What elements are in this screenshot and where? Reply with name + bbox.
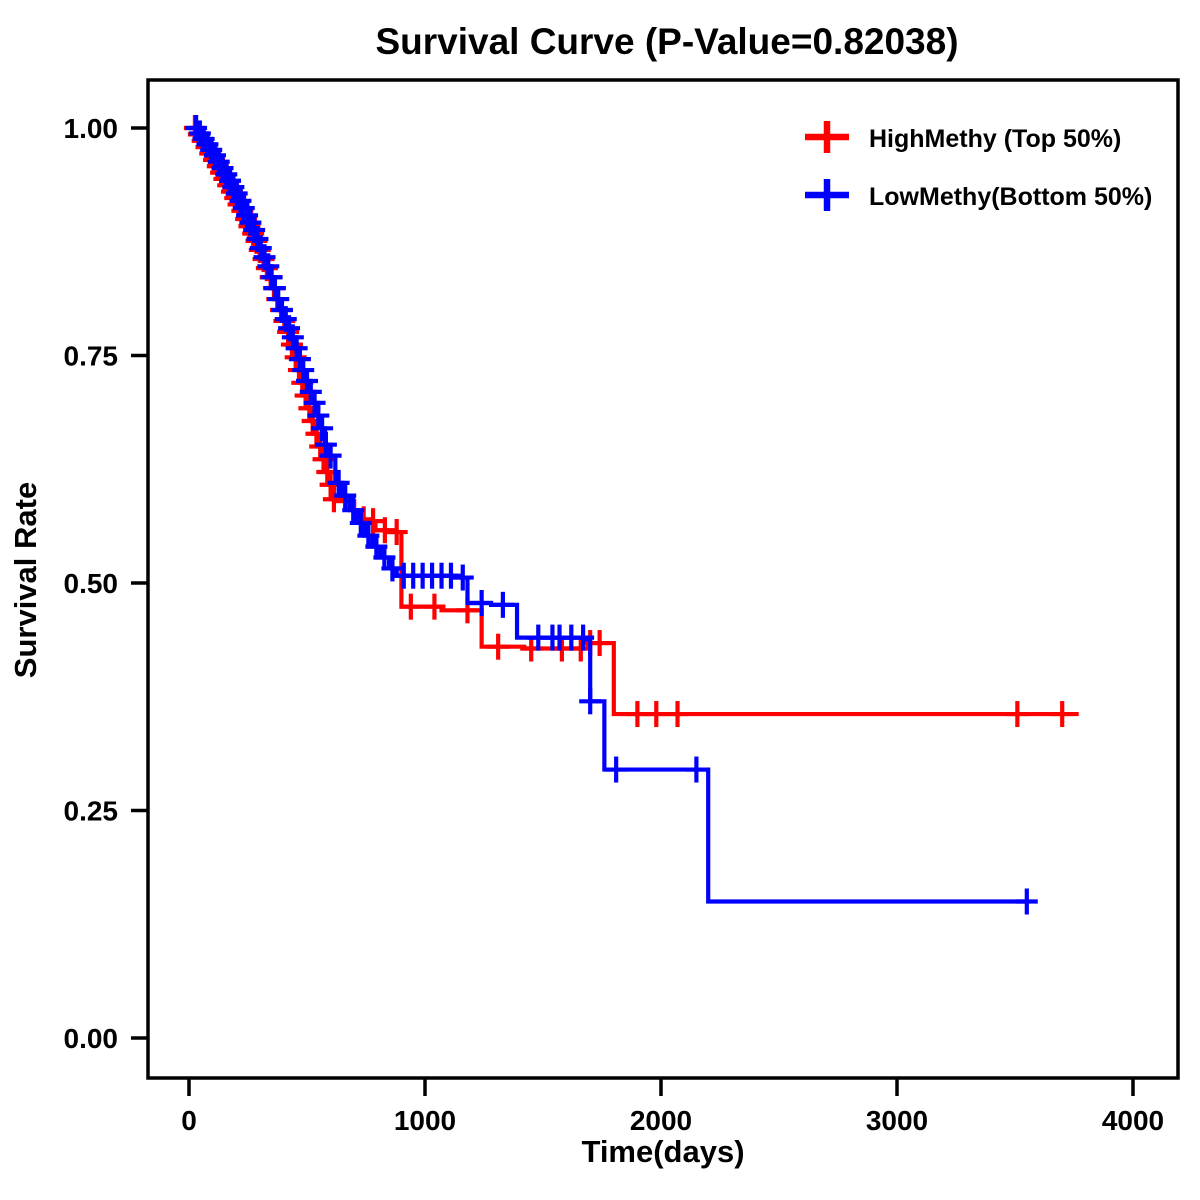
legend-label: HighMethy (Top 50%) <box>869 125 1121 153</box>
y-axis-tick-label: 1.00 <box>64 113 119 144</box>
x-axis-tick-label: 2000 <box>630 1105 692 1136</box>
x-axis-tick-label: 4000 <box>1102 1105 1164 1136</box>
chart-title: Survival Curve (P-Value=0.82038) <box>375 21 958 62</box>
x-axis-label: Time(days) <box>581 1134 744 1169</box>
x-axis: 0 1000 2000 3000 4000 <box>181 1078 1164 1136</box>
x-axis-tick-label: 1000 <box>394 1105 456 1136</box>
plot-panel-border <box>146 78 1180 1080</box>
x-axis-tick-label: 0 <box>181 1105 197 1136</box>
y-axis-tick-label: 0.00 <box>64 1023 119 1054</box>
legend-label: LowMethy(Bottom 50%) <box>869 183 1152 211</box>
y-axis: 0.00 0.25 0.50 0.75 1.00 <box>64 113 148 1054</box>
series-layer <box>183 115 1079 915</box>
x-axis-tick-label: 3000 <box>866 1105 928 1136</box>
legend-item[interactable]: LowMethy(Bottom 50%) <box>805 179 1152 211</box>
legend[interactable]: HighMethy (Top 50%) LowMethy(Bottom 50%) <box>805 121 1152 211</box>
y-axis-tick-label: 0.25 <box>64 796 119 827</box>
km-series-low-methy <box>185 115 1038 915</box>
legend-item[interactable]: HighMethy (Top 50%) <box>805 121 1121 153</box>
y-axis-tick-label: 0.50 <box>64 568 119 599</box>
y-axis-label: Survival Rate <box>8 482 43 678</box>
y-axis-tick-label: 0.75 <box>64 341 119 372</box>
